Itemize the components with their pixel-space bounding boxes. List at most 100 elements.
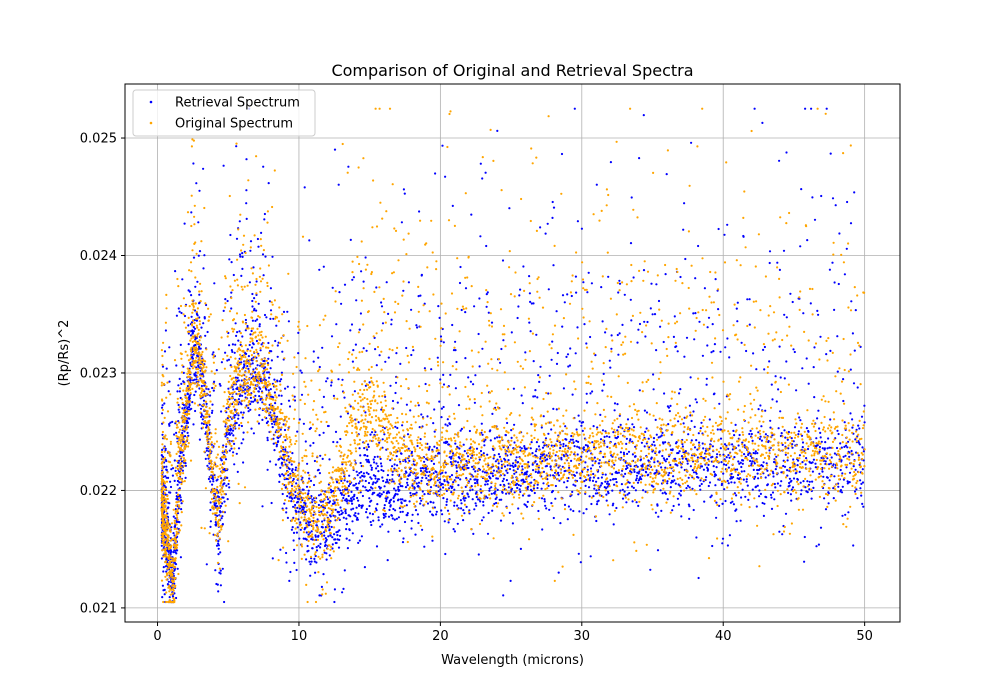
data-point — [610, 334, 613, 337]
data-point — [837, 485, 840, 488]
data-point — [496, 477, 499, 480]
data-point — [420, 413, 423, 416]
data-point — [345, 528, 348, 531]
data-point — [274, 463, 277, 466]
data-point — [564, 469, 567, 472]
data-point — [384, 395, 387, 398]
data-point — [275, 443, 279, 446]
data-point — [369, 433, 372, 436]
data-point — [209, 520, 212, 523]
data-point — [299, 528, 302, 531]
data-point — [307, 471, 310, 474]
data-point — [758, 495, 761, 498]
data-point — [519, 547, 523, 551]
data-point — [204, 400, 208, 403]
data-point — [230, 291, 233, 294]
data-point — [785, 360, 788, 363]
data-point — [279, 548, 282, 551]
data-point — [423, 545, 426, 548]
data-point — [318, 268, 321, 271]
data-point — [486, 291, 489, 294]
data-point — [180, 357, 183, 360]
data-point — [759, 492, 763, 495]
data-point — [488, 487, 491, 490]
data-point — [222, 496, 225, 499]
data-point — [190, 337, 193, 340]
data-point — [160, 406, 164, 409]
data-point — [557, 466, 560, 469]
data-point — [442, 405, 445, 409]
data-point — [812, 458, 816, 461]
data-point — [257, 390, 260, 393]
data-point — [850, 300, 853, 303]
data-point — [212, 351, 215, 354]
data-point — [267, 182, 270, 185]
data-point — [440, 407, 443, 410]
data-point — [752, 352, 755, 355]
data-point — [857, 454, 860, 457]
data-point — [312, 441, 315, 445]
data-point — [715, 466, 718, 469]
data-point — [394, 489, 397, 492]
data-point — [714, 474, 718, 477]
data-point — [520, 394, 523, 397]
data-point — [170, 550, 173, 553]
data-point — [799, 481, 802, 484]
data-point — [575, 471, 578, 474]
data-point — [573, 474, 577, 477]
data-point — [420, 273, 423, 276]
data-point — [201, 426, 205, 429]
data-point — [163, 446, 166, 449]
data-point — [187, 445, 190, 448]
data-point — [458, 281, 462, 285]
data-point — [258, 395, 261, 398]
data-point — [176, 474, 179, 477]
data-point — [352, 349, 355, 352]
data-point — [359, 476, 362, 479]
data-point — [604, 331, 607, 334]
data-point — [455, 470, 458, 473]
data-point — [203, 254, 206, 257]
data-point — [254, 394, 257, 397]
data-point — [333, 148, 337, 151]
data-point — [161, 460, 164, 463]
data-point — [161, 443, 164, 446]
data-point — [606, 482, 609, 485]
data-point — [600, 286, 603, 289]
data-point — [572, 483, 575, 486]
data-point — [183, 382, 186, 385]
data-point — [178, 488, 181, 491]
data-point — [535, 448, 538, 451]
data-point — [721, 542, 724, 545]
data-point — [688, 505, 691, 508]
data-point — [701, 354, 705, 357]
data-point — [777, 388, 780, 391]
data-point — [174, 534, 177, 538]
data-point — [735, 494, 738, 497]
data-point — [333, 533, 336, 536]
data-point — [660, 466, 663, 469]
data-point — [824, 441, 827, 444]
data-point — [362, 280, 365, 283]
data-point — [288, 467, 291, 471]
data-point — [561, 294, 565, 297]
data-point — [627, 450, 631, 453]
data-point — [661, 492, 664, 495]
data-point — [474, 374, 477, 377]
data-point — [178, 505, 181, 508]
data-point — [818, 445, 822, 449]
data-point — [257, 352, 260, 355]
data-point — [329, 488, 332, 491]
data-point — [204, 302, 207, 305]
data-point — [195, 310, 198, 313]
data-point — [305, 538, 308, 541]
data-point — [163, 482, 166, 485]
data-point — [187, 410, 190, 413]
data-point — [186, 438, 189, 441]
data-point — [317, 356, 320, 359]
data-point — [434, 172, 437, 175]
data-point — [490, 486, 493, 489]
data-point — [161, 470, 164, 473]
data-point — [224, 351, 227, 354]
data-point — [198, 384, 201, 387]
